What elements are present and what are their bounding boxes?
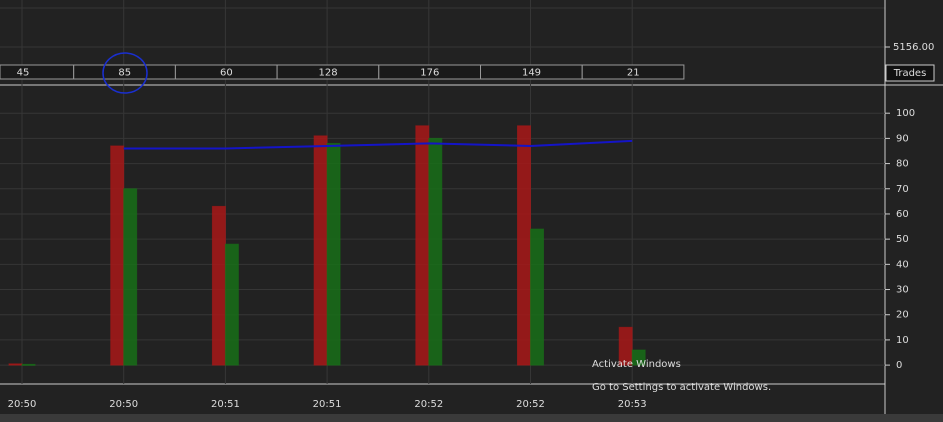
bar bbox=[428, 137, 443, 366]
trades-label: Trades bbox=[893, 68, 927, 79]
y-tick-label: 30 bbox=[896, 285, 909, 296]
bar bbox=[517, 125, 531, 366]
y-tick-label: 60 bbox=[896, 209, 909, 220]
y-tick-label: 70 bbox=[896, 184, 909, 195]
y-tick-label: 50 bbox=[896, 234, 909, 245]
bar bbox=[415, 125, 430, 366]
y-tick-label: 40 bbox=[896, 259, 909, 270]
price-label: 5156.00 bbox=[893, 42, 934, 53]
bar bbox=[211, 205, 226, 366]
trades-cell bbox=[0, 64, 75, 80]
trades-value: 176 bbox=[420, 68, 439, 79]
x-tick-label: 20:53 bbox=[618, 399, 647, 410]
trades-value: 149 bbox=[522, 68, 541, 79]
trades-value: 21 bbox=[627, 68, 640, 79]
x-tick-label: 20:50 bbox=[8, 399, 37, 410]
line bbox=[123, 139, 633, 150]
trades-value: 60 bbox=[220, 68, 233, 79]
bar bbox=[110, 145, 125, 366]
y-tick-label: 100 bbox=[896, 108, 915, 119]
trades-value: 85 bbox=[118, 68, 131, 79]
bar bbox=[123, 188, 138, 366]
x-tick-label: 20:50 bbox=[109, 399, 138, 410]
bar bbox=[224, 243, 239, 366]
y-tick-label: 20 bbox=[896, 310, 909, 321]
plot: 0 10 20 30 40 50 60 70 80 90 100 20:50 20:50 20:51 20:… bbox=[0, 0, 915, 410]
bar bbox=[618, 326, 633, 366]
trades-cell bbox=[581, 64, 685, 80]
y-tick-label: 10 bbox=[896, 335, 909, 346]
scrollbar bbox=[0, 414, 943, 422]
bar bbox=[21, 363, 36, 366]
bar bbox=[313, 135, 328, 366]
highlight-circle bbox=[102, 52, 148, 94]
watermark-title: Activate Windows bbox=[592, 359, 681, 370]
trades-value: 45 bbox=[17, 68, 30, 79]
x-tick-label: 20:51 bbox=[211, 399, 240, 410]
bar bbox=[326, 142, 341, 366]
y-tick-label: 90 bbox=[896, 133, 909, 144]
bar bbox=[530, 228, 544, 366]
watermark-subtitle: Go to Settings to activate Windows. bbox=[592, 382, 771, 393]
trades-value: 128 bbox=[319, 68, 338, 79]
trades-label-box bbox=[885, 64, 935, 82]
y-tick-label: 0 bbox=[896, 360, 902, 371]
x-tick-label: 20:52 bbox=[414, 399, 443, 410]
bar bbox=[631, 349, 646, 366]
y-tick-label: 80 bbox=[896, 159, 909, 170]
x-tick-label: 20:52 bbox=[516, 399, 545, 410]
bar bbox=[8, 363, 23, 366]
x-tick-label: 20:51 bbox=[313, 399, 342, 410]
